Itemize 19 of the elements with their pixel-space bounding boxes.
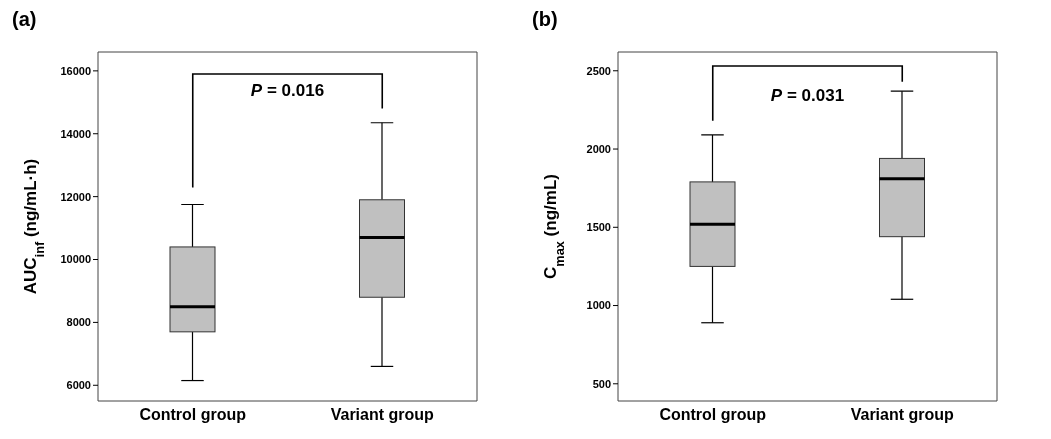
y-tick-label: 6000 <box>66 379 91 392</box>
x-tick-label: Control group <box>659 406 767 424</box>
y-tick-label: 1500 <box>586 221 611 234</box>
annotation: P = 0.016 <box>250 80 325 100</box>
y-tick-label: 500 <box>592 377 611 390</box>
y-tick-label: 12000 <box>60 190 91 203</box>
y-tick-label: 8000 <box>66 316 91 329</box>
x-tick-label: Variant group <box>330 406 435 424</box>
chart-title: (b) <box>531 8 559 32</box>
y-tick-label: 1000 <box>586 299 611 312</box>
chart-title: (a) <box>11 8 38 32</box>
y-tick-label: 10000 <box>60 253 91 266</box>
annotation: P = 0.031 <box>770 85 845 105</box>
y-tick-label: 14000 <box>60 127 91 140</box>
y-tick-label: 2500 <box>586 64 611 77</box>
x-tick-label: Variant group <box>850 406 955 424</box>
y-tick-label: 16000 <box>60 64 91 77</box>
x-tick-label: Control group <box>139 406 247 424</box>
y-tick-label: 2000 <box>586 142 611 155</box>
